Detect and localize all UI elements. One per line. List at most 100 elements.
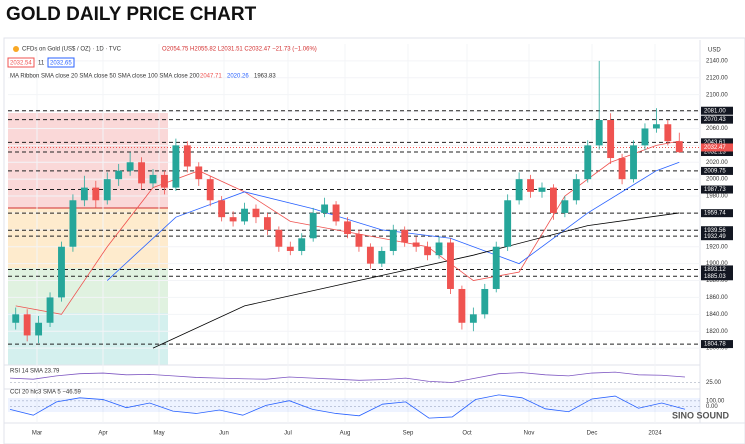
x-tick-label: Nov — [524, 431, 535, 437]
symbol: CFDs on Gold (US$ / OZ) · 1D · TVC — [22, 47, 122, 53]
level-label-box — [701, 265, 733, 274]
candle-body — [458, 288, 466, 323]
candle-body — [149, 174, 157, 184]
candle-body — [401, 229, 409, 243]
x-tick-label: Sep — [403, 431, 414, 437]
indicator: MA Ribbon SMA close 20 SMA close 50 SMA … — [10, 74, 200, 80]
level-label-box — [701, 226, 733, 235]
indicator-value: 2020.26 — [227, 74, 249, 80]
level-label: 1893.12 — [704, 267, 726, 273]
candle-body — [58, 246, 65, 298]
candle-body — [641, 128, 649, 146]
candle-body — [69, 200, 77, 247]
bid: 2032.54 — [10, 61, 32, 67]
indicator-value: 1963.83 — [254, 74, 276, 80]
ask-box — [47, 57, 75, 68]
candle-body — [195, 166, 203, 180]
candle-body — [218, 200, 226, 218]
candle-body — [607, 120, 615, 159]
candle-body — [298, 238, 306, 251]
ask: 2032.65 — [50, 61, 72, 67]
candle-body — [263, 217, 271, 230]
candle-body — [538, 187, 546, 192]
zone-teal — [8, 313, 168, 365]
candle-body — [344, 221, 351, 235]
candle-body — [618, 158, 626, 180]
candle-body — [172, 145, 180, 188]
candle-body — [675, 141, 683, 153]
labels: 1800.00 1820.00 1840.00 1860.00 1880.00 1900.… — [32, 58, 733, 437]
level-label-box — [701, 272, 733, 281]
moving-average — [152, 212, 680, 349]
y-tick-label: 1920.00 — [706, 244, 728, 250]
level-label-box — [701, 138, 733, 147]
candle-body — [115, 170, 123, 180]
x-tick-label: Oct — [462, 431, 472, 437]
candle-body — [46, 297, 54, 323]
y-tick-label: 2120.00 — [706, 75, 728, 81]
level-label: 2032.13 — [704, 150, 726, 156]
y-tick-label: 1820.00 — [706, 329, 728, 335]
y-tick-label: 1860.00 — [706, 295, 728, 301]
page-title: GOLD DAILY PRICE CHART — [6, 4, 257, 25]
candle-body — [378, 250, 386, 264]
candle-body — [447, 242, 454, 289]
rsi-title: RSI 14 SMA 23.79 — [10, 369, 60, 375]
candle-body — [412, 242, 420, 247]
ohlc: O2054.75 H2055.82 L2031.51 C2032.47 −21.… — [162, 47, 317, 53]
candle-body — [572, 179, 580, 201]
bid-box — [7, 57, 35, 68]
candle-body — [161, 174, 168, 188]
level-label: 2009.75 — [704, 168, 726, 174]
y-tick-label: 2100.00 — [706, 92, 728, 98]
y-tick-label: 2060.00 — [706, 126, 728, 132]
cci-line — [9, 394, 686, 419]
level-label-box — [701, 232, 733, 241]
candle-body — [138, 162, 145, 184]
y-tick-label: 1980.00 — [706, 194, 728, 200]
candle-body — [321, 204, 329, 213]
candle-body — [366, 246, 374, 264]
x-tick-label: Apr — [98, 431, 107, 437]
cci-title: CCI 20 hlc3 SMA 5 −46.59 — [10, 390, 82, 396]
candle-body — [275, 229, 283, 247]
candle-body — [435, 242, 443, 256]
candle-body — [241, 208, 248, 222]
candle-body — [550, 187, 557, 213]
y-tick-label: 1800.00 — [706, 346, 728, 352]
spread: 11 — [38, 61, 45, 67]
candle-body — [481, 288, 489, 315]
level-label-box — [701, 148, 733, 157]
candle-body — [595, 120, 603, 146]
candle-body — [492, 246, 500, 289]
plot — [8, 60, 700, 419]
watermark: SINO SOUND — [672, 410, 730, 420]
x-tick-label: Aug — [340, 431, 351, 437]
x-tick-label: Jul — [284, 431, 292, 437]
level-label: 1885.03 — [704, 274, 726, 280]
level-label: 2070.43 — [704, 117, 726, 123]
candle-body — [469, 314, 477, 323]
level-label-box — [701, 340, 733, 349]
candle-body — [309, 212, 317, 239]
last-price-box — [701, 143, 733, 152]
y-tick-label: 2000.00 — [706, 177, 728, 183]
level-label: 2081.00 — [704, 108, 726, 114]
y-tick-label: 2140.00 — [706, 58, 728, 64]
level-label-box — [701, 185, 733, 194]
cci-band — [8, 398, 700, 412]
candle-body — [630, 145, 637, 180]
candle-body — [286, 246, 294, 251]
zone-orange — [8, 208, 168, 268]
last-price-label: 2032.47 — [704, 145, 726, 151]
candle-body — [252, 208, 260, 218]
candle-body — [183, 145, 191, 167]
y-tick-label: 1900.00 — [706, 261, 728, 267]
level-label-box — [701, 166, 733, 175]
level-label: 1804.78 — [704, 342, 726, 348]
candle-body — [527, 179, 534, 192]
candle-body — [35, 322, 43, 336]
level-label: 1932.49 — [704, 234, 726, 240]
x-tick-label: Mar — [32, 431, 42, 437]
